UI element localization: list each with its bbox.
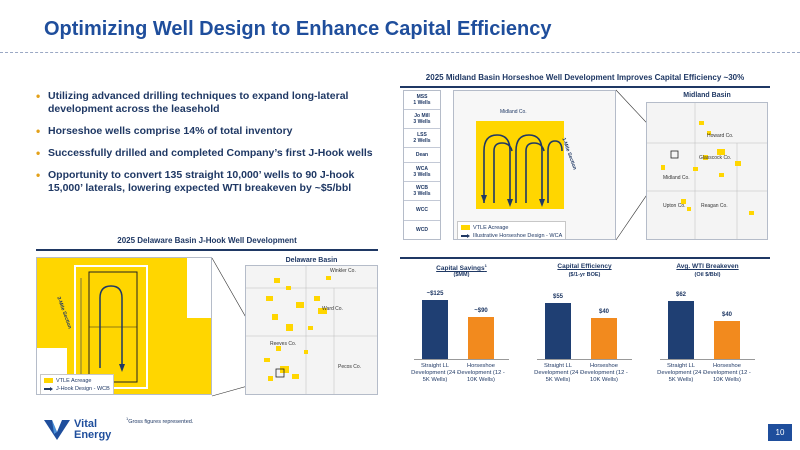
- chart-title: Capital Savings1: [436, 263, 487, 273]
- delaware-basin-map: Winkler Co. Ward Co. Reeves Co. Pecos Co…: [245, 265, 378, 395]
- chart-baseline: [537, 359, 632, 360]
- zone-item: WCB 3 Wells: [404, 182, 440, 201]
- chart-value-label: $40: [598, 309, 609, 316]
- county-label: Midland Co.: [663, 175, 690, 181]
- bullet-item: Horseshoe wells comprise 14% of total in…: [36, 125, 381, 138]
- acreage-swatch-icon: [44, 378, 53, 384]
- delaware-basin-graphic: [246, 266, 377, 394]
- vital-energy-logo-icon: [44, 420, 70, 440]
- delaware-section-map: 2-Mile Section VTLE Acreage J-Hook Desig…: [36, 257, 212, 395]
- chart-baseline: [414, 359, 509, 360]
- legend-label: VTLE Acreage: [56, 378, 92, 384]
- legend-item-design: J-Hook Design - WCB: [44, 385, 110, 393]
- chart-value-label: ~$125: [426, 291, 444, 298]
- midland-basin-map: Howard Co. Glasscock Co. Midland Co. Upt…: [646, 102, 768, 240]
- zone-item: WCA 3 Wells: [404, 163, 440, 182]
- chart-value-label: $62: [675, 291, 686, 298]
- county-label: Pecos Co.: [338, 364, 362, 370]
- chart-category-label: Horseshoe Development (12 - 10K Wells): [703, 363, 751, 383]
- chart-baseline: [660, 359, 755, 360]
- county-label: Winkler Co.: [330, 268, 356, 274]
- charts-container: Capital Savings1 ($MM) ~$125 Straight LL De…: [400, 259, 770, 407]
- page-number: 10: [768, 424, 792, 441]
- bullet-item: Utilizing advanced drilling techniques t…: [36, 90, 381, 116]
- chart-category-label: Straight LL Development (24 - 5K Wells): [657, 363, 705, 383]
- county-label: Upton Co.: [663, 203, 686, 209]
- charts-panel: Capital Savings1 ($MM) ~$125 Straight LL De…: [400, 257, 770, 407]
- chart-bar: [545, 303, 571, 359]
- midland-horseshoe-graphic: [454, 91, 615, 239]
- chart-bar: [714, 321, 740, 359]
- legend-item-design: Illustrative Horseshoe Design - WCA: [461, 232, 563, 239]
- chart-value-label: $55: [552, 294, 563, 301]
- zone-item: WCD: [416, 227, 428, 234]
- county-label: Midland Co.: [500, 109, 527, 115]
- midland-legend: VTLE Acreage Illustrative Horseshoe Desi…: [457, 221, 567, 239]
- footnote: 1Gross figures represented.: [126, 416, 194, 425]
- chart-category-label: Straight LL Development (24 - 5K Wells): [534, 363, 582, 383]
- legend-label: VTLE Acreage: [473, 225, 509, 231]
- chart-category-label: Horseshoe Development (12 - 10K Wells): [457, 363, 505, 383]
- county-label: Howard Co.: [707, 133, 734, 139]
- county-label: Reagan Co.: [701, 203, 728, 209]
- chart-category-label: Straight LL Development (24 - 5K Wells): [411, 363, 459, 383]
- chart-bar: [422, 300, 448, 359]
- chart-bar: [468, 316, 494, 359]
- arrow-right-icon: [461, 233, 470, 238]
- chart-subtitle: ($MM): [453, 272, 470, 278]
- legend-label: Illustrative Horseshoe Design - WCA: [473, 233, 563, 239]
- bullet-item: Successfully drilled and completed Compa…: [36, 147, 381, 160]
- delaware-section-rule: [36, 249, 378, 251]
- zone-item: Jo Mill 3 Wells: [404, 110, 440, 129]
- logo-text: Vital Energy: [74, 418, 112, 441]
- chart-value-label: ~$90: [474, 307, 488, 314]
- midland-section-map: Midland Co. 1-Mile Section VTLE Acreage …: [453, 90, 616, 240]
- zone-item: LSS 2 Wells: [404, 129, 440, 148]
- chart-bar: [591, 318, 617, 359]
- county-label: Ward Co.: [322, 306, 343, 312]
- title-divider: [0, 52, 800, 53]
- bullet-list: Utilizing advanced drilling techniques t…: [36, 90, 381, 204]
- midland-section-rule: [400, 86, 770, 88]
- delaware-section-graphic: [37, 258, 211, 394]
- chart-category-label: Horseshoe Development (12 - 10K Wells): [580, 363, 628, 383]
- midland-basin-graphic: [647, 103, 767, 239]
- zone-item: MSS 1 Wells: [404, 91, 440, 110]
- legend-label: J-Hook Design - WCB: [56, 386, 110, 392]
- legend-item-acreage: VTLE Acreage: [461, 224, 562, 232]
- acreage-swatch-icon: [461, 225, 470, 231]
- county-label: Glasscock Co.: [699, 155, 732, 161]
- delaware-legend: VTLE Acreage J-Hook Design - WCB: [40, 374, 114, 394]
- arrow-right-icon: [44, 386, 53, 391]
- county-label: Reeves Co.: [270, 341, 297, 347]
- bullet-item: Opportunity to convert 135 straight 10,0…: [36, 169, 381, 195]
- chart-value-label: $40: [721, 312, 732, 319]
- zone-stack: MSS 1 Wells Jo Mill 3 Wells LSS 2 Wells Dea…: [403, 90, 441, 240]
- chart-subtitle: ($/1-yr BOE): [568, 272, 601, 278]
- delaware-section-title: 2025 Delaware Basin J-Hook Well Developm…: [117, 236, 297, 245]
- chart-subtitle: (Oil $/Bbl): [694, 272, 721, 278]
- chart-bar: [668, 300, 694, 359]
- zone-item: WCC: [404, 201, 440, 221]
- midland-map-title: Midland Basin: [683, 92, 731, 99]
- page-title: Optimizing Well Design to Enhance Capita…: [44, 18, 552, 40]
- zone-item: Dean: [404, 148, 440, 163]
- chart-title: Capital Efficiency: [557, 263, 612, 270]
- delaware-map-title: Delaware Basin: [285, 257, 338, 264]
- legend-item-acreage: VTLE Acreage: [44, 377, 110, 385]
- chart-title: Avg. WTI Breakeven: [676, 263, 739, 270]
- midland-section-title: 2025 Midland Basin Horseshoe Well Develo…: [425, 73, 745, 82]
